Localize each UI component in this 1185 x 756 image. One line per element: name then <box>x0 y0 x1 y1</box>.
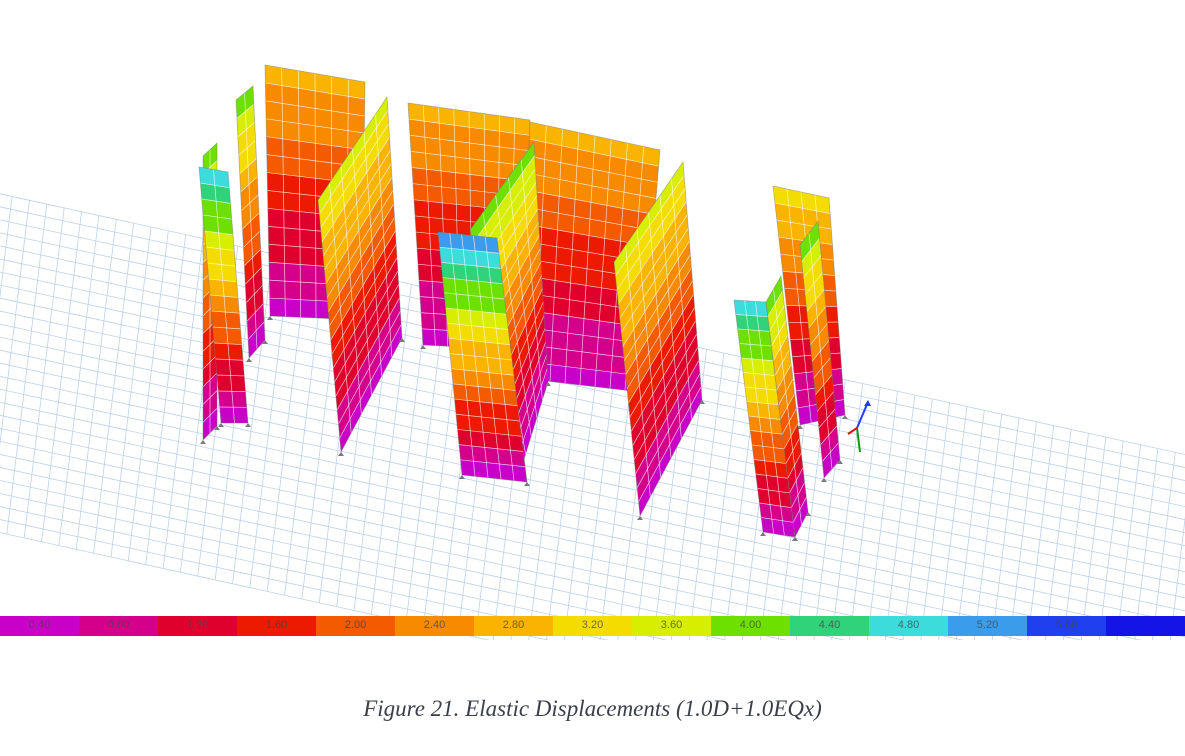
legend-tick-label: 4.80 <box>897 619 920 631</box>
structural-model-view <box>0 64 1185 640</box>
wall-panel <box>613 160 705 520</box>
legend-tick-labels: 0.40 0.80 1.20 1.60 2.00 2.40 2.80 3.20 3.60 4.00… <box>0 619 1185 635</box>
legend-tick-label: 2.00 <box>344 619 367 631</box>
legend-tick-label: 3.60 <box>660 619 683 631</box>
axes-triad-icon <box>847 400 871 453</box>
legend-tick-label: 2.40 <box>423 619 446 631</box>
legend-tick-label: 0.80 <box>107 619 130 631</box>
legend-tick-label: 2.80 <box>502 619 525 631</box>
wall-panel <box>733 299 798 541</box>
wall-panel <box>437 231 530 486</box>
legend-tick-label: 1.20 <box>186 619 209 631</box>
legend-tick-label: 5.60 <box>1055 619 1078 631</box>
legend-tick-label: 4.40 <box>818 619 841 631</box>
legend-tick-label: 1.60 <box>265 619 288 631</box>
legend-tick-label: 0.40 <box>28 619 51 631</box>
legend-tick-label: 5.20 <box>976 619 999 631</box>
wall-panel <box>235 85 268 362</box>
figure-caption: Figure 21. Elastic Displacements (1.0D+1… <box>363 696 822 721</box>
displacement-color-legend <box>0 616 1185 636</box>
wall-panel <box>799 219 843 482</box>
model-canvas <box>0 64 1185 640</box>
wall-panel <box>198 166 251 427</box>
wall-panel <box>317 95 405 456</box>
legend-tick-label: 3.20 <box>581 619 604 631</box>
legend-tick-label: 4.00 <box>739 619 762 631</box>
wall-panel <box>765 274 811 541</box>
